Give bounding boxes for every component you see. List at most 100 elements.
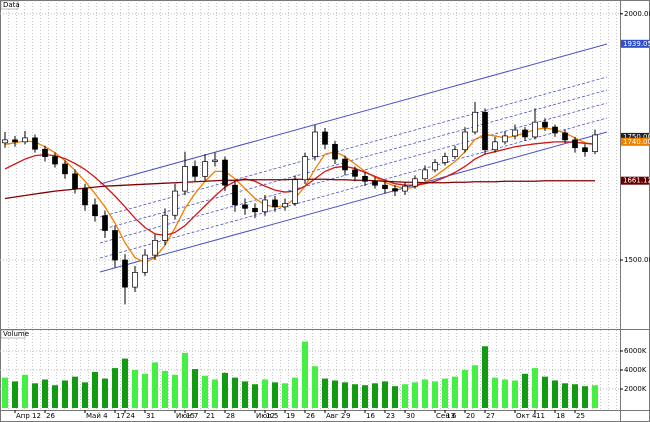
- volume-bar: [372, 383, 378, 408]
- candle-body: [412, 178, 418, 187]
- channel-level: [99, 117, 608, 259]
- volume-bar: [12, 381, 18, 408]
- volume-bar: [312, 366, 318, 408]
- volume-bar: [62, 380, 68, 408]
- candle-body: [52, 156, 58, 165]
- volume-bar: [452, 376, 458, 408]
- candle-body: [592, 134, 598, 153]
- candle-body: [432, 162, 438, 171]
- y-tick-label: 2000K: [624, 385, 647, 393]
- x-tick-label: 17: [116, 412, 125, 420]
- x-tick-label: 28: [226, 412, 235, 420]
- volume-bar: [342, 382, 348, 408]
- x-tick-label: 16: [366, 412, 375, 420]
- pane-title: Volume: [3, 330, 29, 338]
- x-tick-label: 31: [146, 412, 155, 420]
- candle-body: [182, 166, 188, 192]
- x-tick-label: Авг 2: [326, 412, 345, 420]
- candle-body: [352, 169, 358, 177]
- volume-bar: [2, 377, 8, 408]
- candle-body: [112, 230, 118, 261]
- x-tick-label: 25: [576, 412, 585, 420]
- candle-body: [262, 199, 268, 213]
- volume-bar: [282, 383, 288, 408]
- x-tick-label: 27: [486, 412, 495, 420]
- y-tick-label: 1500.00: [624, 256, 650, 264]
- volume-bar: [402, 384, 408, 408]
- x-tick-label: 13: [446, 412, 455, 420]
- candle-body: [192, 166, 198, 177]
- candle-body: [202, 161, 208, 177]
- price-marker-label: 1661.12: [623, 177, 650, 185]
- candle-body: [502, 135, 508, 143]
- y-tick-label: 4000K: [624, 366, 647, 374]
- y-tick-label: 2000.00: [624, 10, 650, 18]
- x-tick-label: 30: [406, 412, 415, 420]
- volume-bar: [522, 373, 528, 408]
- candle-body: [222, 159, 228, 186]
- candle-body: [512, 129, 518, 137]
- volume-bar: [112, 368, 118, 408]
- volume-bar: [582, 386, 588, 408]
- candle-body: [562, 132, 568, 141]
- candle-body: [452, 149, 458, 157]
- channel-level: [99, 89, 608, 231]
- candle-body: [392, 188, 398, 192]
- candle-body: [122, 259, 128, 288]
- candle-body: [12, 139, 18, 143]
- volume-bar: [562, 383, 568, 408]
- candle-body: [272, 199, 278, 208]
- price-marker-label: 1740.00: [623, 138, 650, 146]
- volume-bar: [532, 368, 538, 408]
- candle-body: [42, 148, 48, 157]
- volume-bar: [382, 381, 388, 408]
- candle-body: [2, 139, 8, 144]
- volume-bar: [152, 362, 158, 408]
- candle-body: [162, 214, 168, 241]
- x-tick-label: 15: [186, 412, 195, 420]
- moving-average: [4, 178, 595, 200]
- candle-body: [522, 129, 528, 138]
- candle-body: [362, 175, 368, 182]
- price-marker: [621, 176, 649, 185]
- x-tick-label: 12: [266, 412, 275, 420]
- price-marker: [621, 132, 649, 141]
- volume-bar: [552, 380, 558, 408]
- volume-bar: [512, 380, 518, 408]
- volume-bar: [492, 377, 498, 408]
- x-tick-label: Сен 6: [436, 412, 457, 420]
- price-marker-label: 1750.00: [623, 133, 650, 141]
- candle-body: [462, 131, 468, 151]
- candle-body: [472, 111, 478, 133]
- candle-body: [142, 254, 148, 273]
- x-tick-label: 26: [306, 412, 315, 420]
- candle-body: [372, 180, 378, 186]
- x-tick-label: Июл 5: [256, 412, 278, 420]
- volume-bar: [252, 384, 258, 408]
- volume-bar: [142, 373, 148, 408]
- candle-body: [302, 156, 308, 181]
- pane-label-box: [0, 329, 26, 339]
- candle-body: [402, 185, 408, 192]
- candle-body: [82, 188, 88, 206]
- candle-body: [152, 239, 158, 256]
- x-tick-label: Апр 12: [16, 412, 41, 420]
- candle-body: [342, 158, 348, 171]
- candle-body: [542, 121, 548, 128]
- volume-bar: [302, 341, 308, 408]
- price-marker: [621, 137, 649, 146]
- volume-bar: [222, 372, 228, 408]
- moving-average: [4, 127, 596, 264]
- candle-body: [212, 159, 218, 162]
- x-tick-label: 24: [126, 412, 135, 420]
- volume-bar: [272, 382, 278, 408]
- candle-body: [292, 179, 298, 204]
- candle-body: [252, 207, 258, 213]
- channel-lower: [99, 131, 608, 273]
- volume-bar: [542, 376, 548, 408]
- volume-bar: [322, 378, 328, 408]
- volume-bar: [292, 377, 298, 408]
- volume-bar: [132, 370, 138, 408]
- candle-body: [572, 139, 578, 149]
